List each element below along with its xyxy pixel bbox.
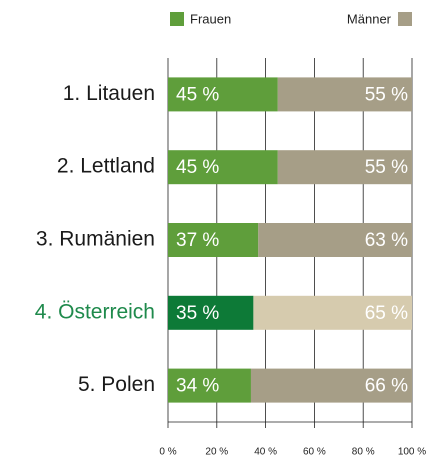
bar-segment	[250, 368, 412, 403]
value-label: 66 %	[365, 376, 408, 397]
value-label: 35 %	[176, 303, 219, 324]
value-label: 65 %	[365, 303, 408, 324]
bar-segment	[277, 77, 412, 112]
value-label: 55 %	[365, 157, 408, 178]
legend-label: Frauen	[190, 11, 231, 26]
category-label: 4. Österreich	[35, 300, 155, 323]
x-tick-label: 80 %	[352, 447, 375, 458]
x-tick-label: 100 %	[398, 447, 426, 458]
category-label: 5. Polen	[78, 373, 155, 396]
value-label: 45 %	[176, 157, 219, 178]
category-label: 1. Litauen	[63, 82, 155, 105]
bar-segment	[168, 295, 254, 330]
bar-segment	[168, 150, 278, 185]
category-label: 3. Rumänien	[36, 228, 155, 251]
value-label: 37 %	[176, 230, 219, 251]
x-tick-label: 20 %	[205, 447, 228, 458]
bar-segment	[168, 223, 259, 257]
value-label: 55 %	[365, 84, 408, 105]
legend-swatch	[398, 12, 412, 26]
category-label: 2. Lettland	[57, 155, 155, 178]
bar-segment	[253, 295, 412, 330]
value-label: 34 %	[176, 376, 219, 397]
x-tick-label: 40 %	[254, 447, 277, 458]
legend-swatch	[170, 12, 184, 26]
bar-segment	[258, 223, 412, 257]
value-label: 45 %	[176, 84, 219, 105]
bar-segment	[168, 77, 278, 112]
x-tick-label: 60 %	[303, 447, 326, 458]
legend-label: Männer	[347, 11, 392, 26]
x-tick-label: 0 %	[159, 447, 176, 458]
bar-segment	[277, 150, 412, 185]
bar-segment	[168, 368, 251, 403]
value-label: 63 %	[365, 230, 408, 251]
